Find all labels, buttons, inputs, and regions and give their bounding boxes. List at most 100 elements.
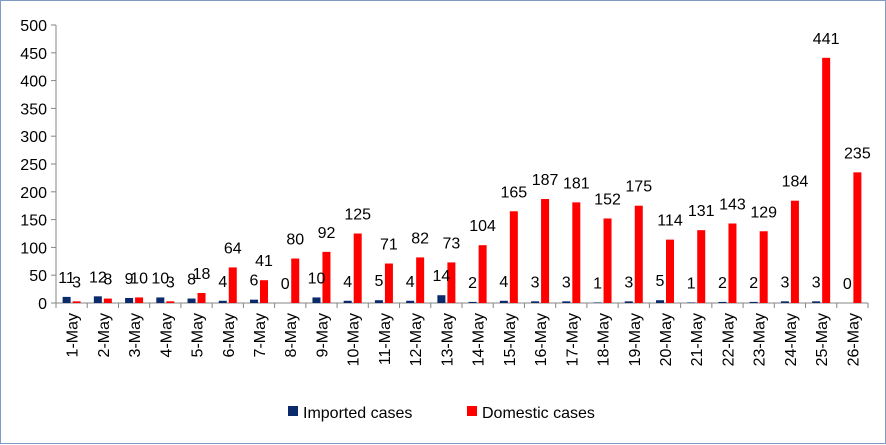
x-tick-label: 8-May (283, 313, 300, 357)
data-label-domestic: 3 (72, 274, 81, 291)
data-label-domestic: 129 (750, 204, 777, 221)
bar-domestic (759, 231, 768, 303)
bar-domestic (790, 200, 799, 303)
bar-domestic (72, 301, 81, 303)
x-tick-label: 19-May (627, 313, 644, 366)
data-label-imported: 10 (151, 270, 169, 287)
data-label-imported: 0 (281, 276, 290, 293)
x-tick-label: 12-May (408, 313, 425, 366)
x-tick-label: 22-May (720, 313, 737, 366)
bar-imported (593, 302, 602, 303)
data-label-domestic: 235 (844, 145, 871, 162)
data-label-domestic: 181 (563, 175, 590, 192)
data-label-imported: 10 (308, 270, 326, 287)
bar-imported (374, 300, 383, 303)
data-label-imported: 5 (374, 273, 383, 290)
bar-imported (499, 300, 508, 303)
y-tick-label: 50 (29, 268, 47, 285)
y-tick-label: 500 (20, 18, 47, 35)
y-tick-label: 300 (20, 129, 47, 146)
y-tick-label: 100 (20, 240, 47, 257)
x-tick-label: 1-May (65, 313, 82, 357)
data-label-imported: 2 (718, 275, 727, 292)
data-label-domestic: 175 (625, 179, 652, 196)
data-label-domestic: 82 (411, 230, 429, 247)
y-tick-label: 0 (38, 296, 47, 313)
data-label-domestic: 104 (469, 218, 496, 235)
bar-domestic (822, 57, 831, 303)
data-label-domestic: 73 (442, 235, 460, 252)
bar-domestic (260, 280, 268, 303)
bar-imported (125, 297, 134, 303)
bar-imported (468, 301, 477, 303)
x-tick-label: 17-May (564, 313, 581, 366)
bar-domestic (666, 239, 674, 303)
data-label-domestic: 152 (594, 191, 621, 208)
data-label-imported: 6 (250, 273, 259, 290)
y-tick-label: 450 (20, 46, 47, 63)
data-label-imported: 3 (562, 274, 571, 291)
y-tick-label: 400 (20, 74, 47, 91)
data-label-imported: 8 (187, 272, 196, 289)
legend-label-imported: Imported cases (303, 405, 412, 422)
x-tick-label: 10-May (346, 313, 363, 366)
bar-domestic (197, 292, 206, 303)
x-tick-label: 16-May (533, 313, 550, 366)
bar-domestic (384, 263, 393, 303)
data-label-domestic: 64 (224, 240, 242, 257)
data-label-domestic: 131 (688, 203, 715, 220)
data-label-imported: 2 (749, 275, 758, 292)
data-label-domestic: 92 (318, 225, 336, 242)
bar-imported (93, 296, 102, 303)
data-label-imported: 9 (125, 271, 134, 288)
data-label-domestic: 441 (813, 31, 840, 48)
data-label-imported: 5 (656, 273, 665, 290)
data-label-domestic: 143 (719, 196, 746, 213)
data-label-imported: 4 (343, 274, 352, 291)
bar-imported (187, 298, 196, 303)
bar-imported (656, 300, 664, 303)
x-tick-label: 13-May (439, 313, 456, 366)
data-label-domestic: 80 (286, 232, 304, 249)
bar-domestic (447, 262, 456, 303)
bar-imported (687, 302, 696, 303)
bar-imported (156, 297, 165, 303)
bar-domestic (634, 205, 643, 303)
x-tick-label: 15-May (502, 313, 519, 366)
bar-domestic (353, 233, 362, 303)
bar-imported (718, 301, 727, 303)
bar-imported (312, 297, 321, 303)
legend-swatch-domestic (467, 406, 477, 416)
x-tick-label: 20-May (658, 313, 675, 366)
bar-imported (562, 301, 571, 303)
x-tick-label: 9-May (314, 313, 331, 357)
bar-imported (343, 300, 352, 303)
legend-label-domestic: Domestic cases (482, 405, 595, 422)
bar-domestic (697, 230, 706, 303)
data-label-domestic: 187 (532, 172, 559, 189)
x-tick-label: 5-May (190, 313, 207, 357)
bar-domestic (603, 218, 612, 303)
data-label-domestic: 114 (657, 213, 683, 230)
bar-domestic (291, 258, 300, 303)
data-label-imported: 2 (468, 275, 477, 292)
x-axis-labels: 1-May 2-May 3-May 4-May 5-May 6-May 7-May 8-May… (65, 313, 863, 366)
x-tick-label: 3-May (127, 313, 144, 357)
x-tick-label: 2-May (96, 313, 113, 357)
bar-domestic (509, 211, 518, 303)
data-label-domestic: 184 (782, 174, 809, 191)
bar-imported (437, 295, 446, 303)
bar-domestic (572, 202, 581, 303)
bar-domestic (853, 172, 862, 303)
data-label-imported: 3 (531, 274, 540, 291)
data-label-imported: 4 (406, 274, 415, 291)
data-label-domestic: 165 (500, 184, 527, 201)
data-labels: 113 128 910 103 818 4646410801092412557148214… (58, 31, 871, 293)
x-tick-label: 23-May (752, 313, 769, 366)
bar-domestic (541, 199, 550, 303)
x-tick-label: 4-May (158, 313, 175, 357)
data-label-imported: 4 (499, 274, 508, 291)
x-tick-label: 21-May (689, 313, 706, 366)
bar-domestic (135, 297, 144, 303)
